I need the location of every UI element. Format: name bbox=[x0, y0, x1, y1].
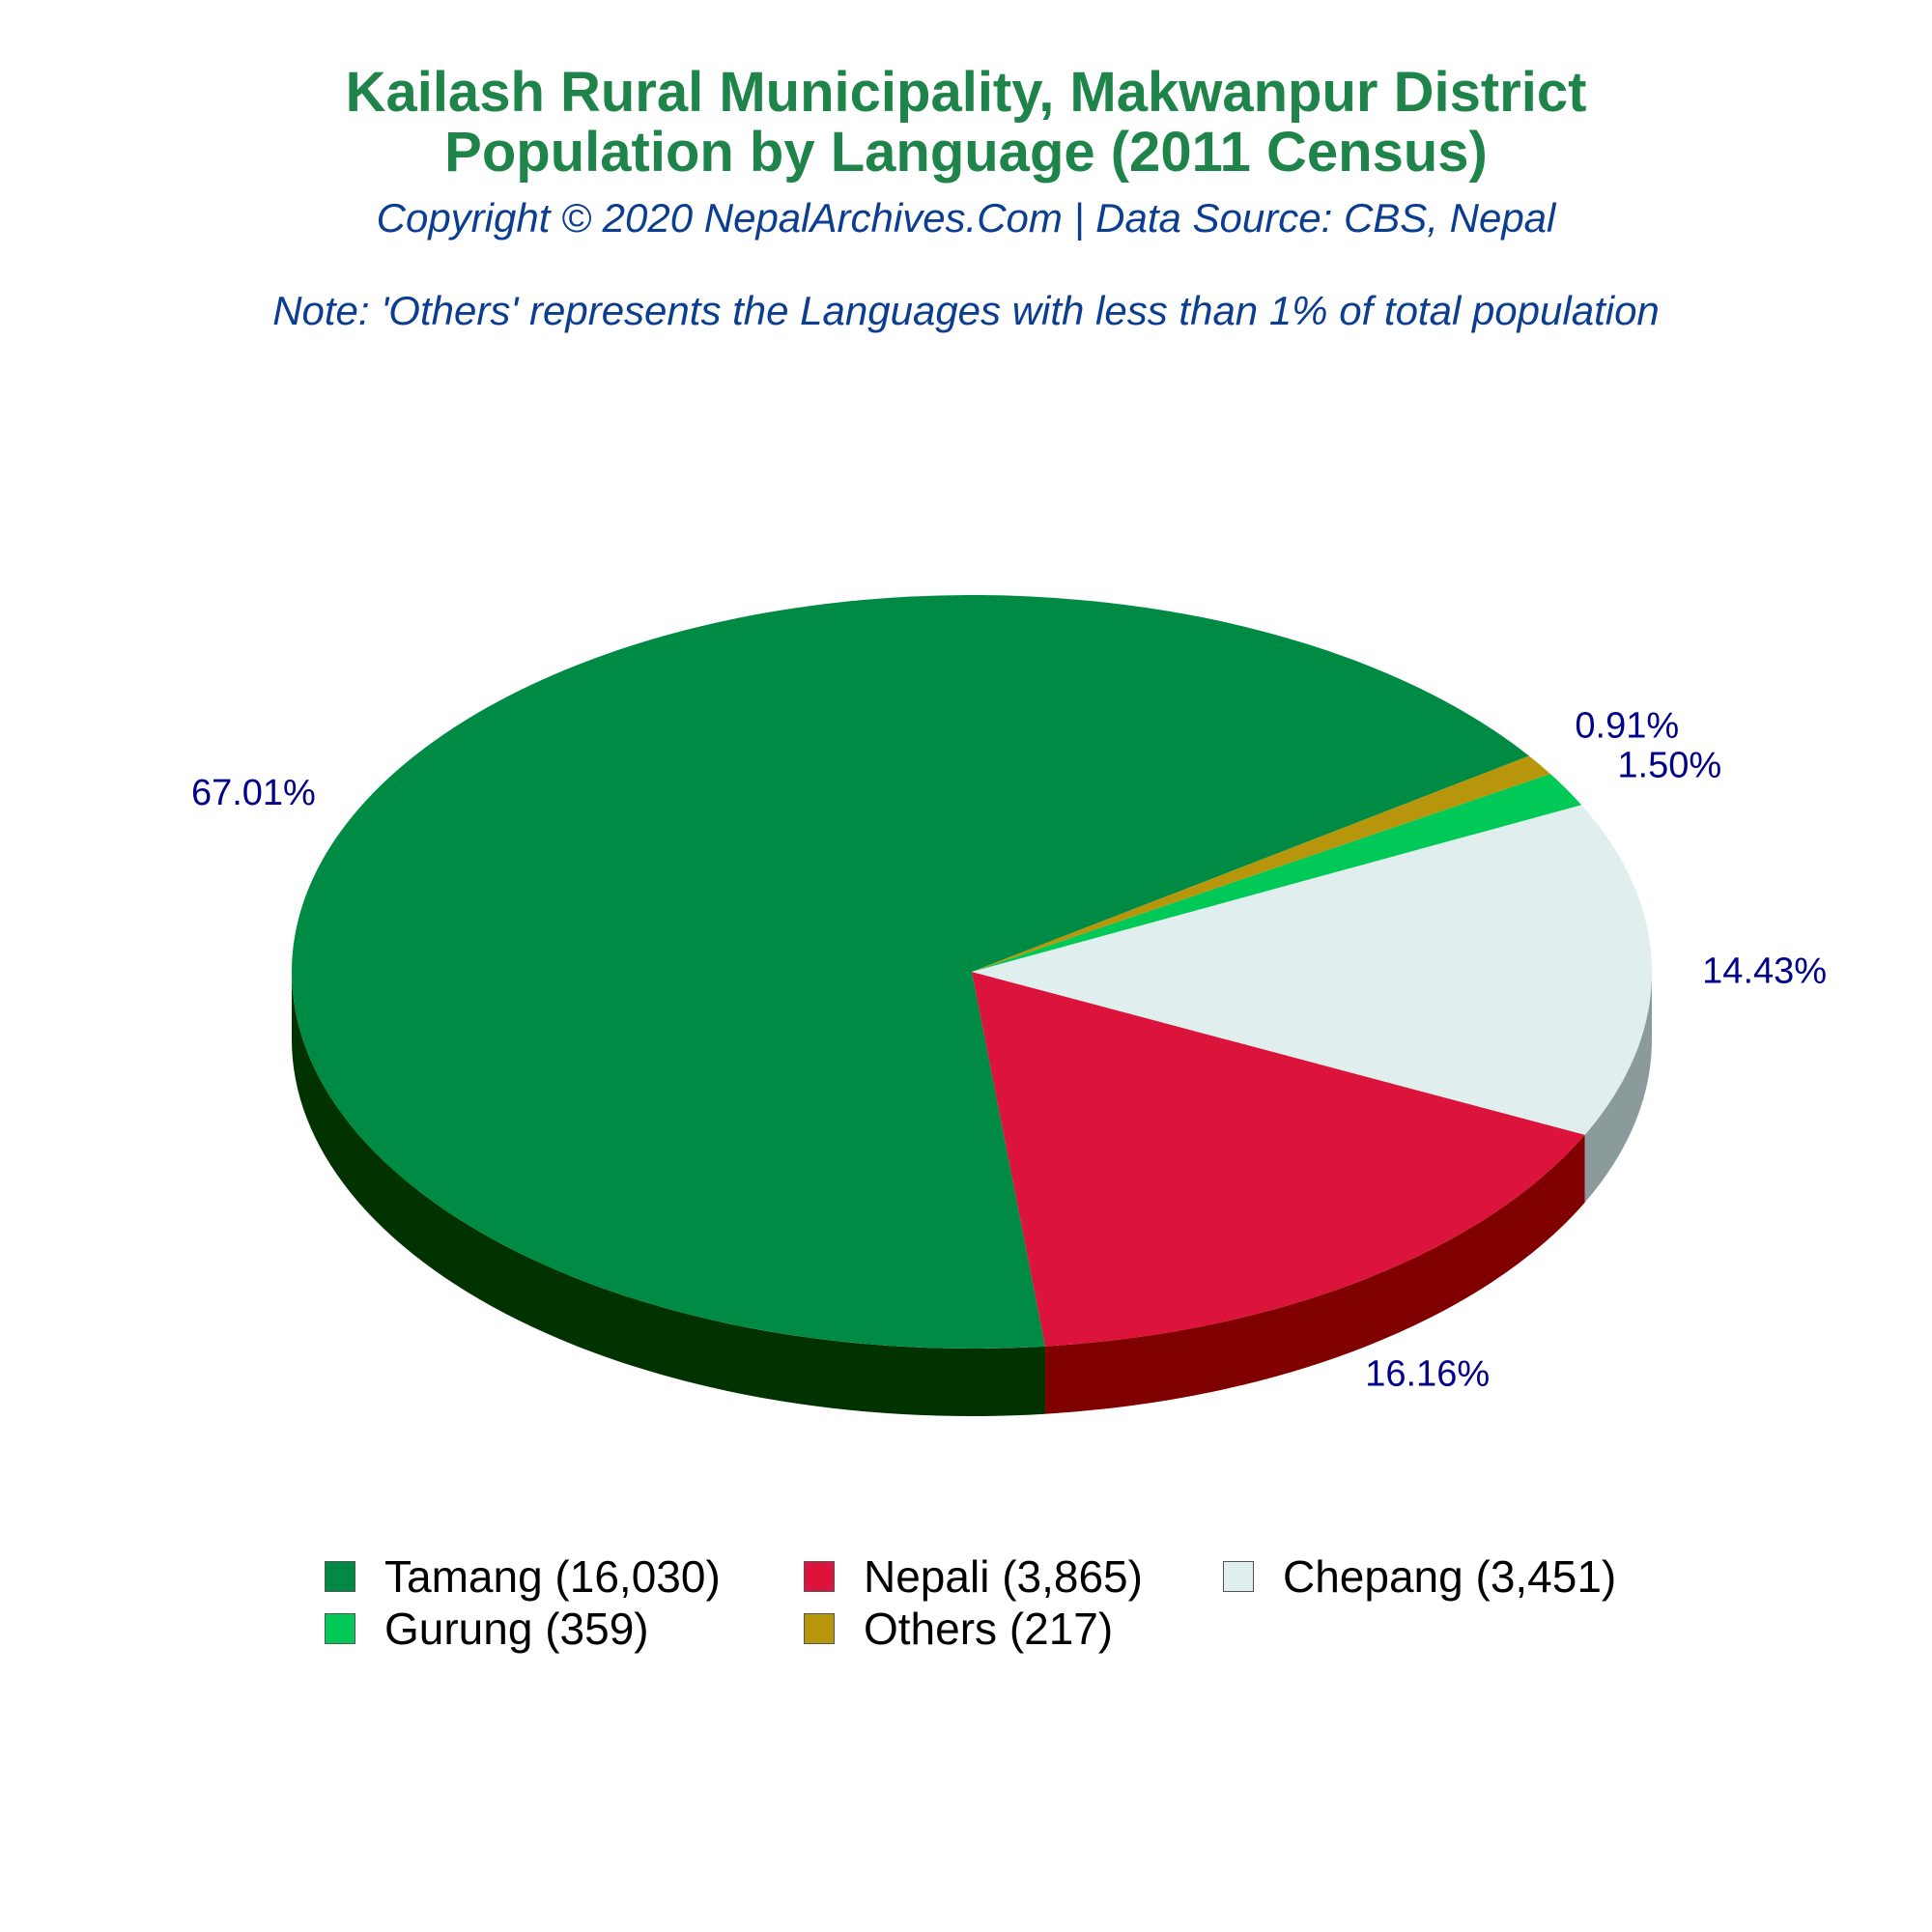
pie-side-tamang bbox=[292, 972, 1046, 1416]
pie-side-chepang bbox=[1584, 972, 1652, 1203]
pie-slice-nepali bbox=[972, 972, 1585, 1347]
pie-label-gurung: 1.50% bbox=[1617, 746, 1721, 786]
legend-label-nepali: Nepali (3,865) bbox=[864, 1551, 1143, 1602]
pie-slice-chepang bbox=[972, 805, 1653, 1135]
legend-label-chepang: Chepang (3,451) bbox=[1283, 1551, 1617, 1602]
note-text: Note: 'Others' represents the Languages … bbox=[272, 288, 1660, 333]
legend-swatch-tamang bbox=[325, 1561, 355, 1592]
pie-label-tamang: 67.01% bbox=[191, 773, 316, 813]
pie-label-chepang: 14.43% bbox=[1702, 951, 1827, 991]
pie-slice-others bbox=[972, 755, 1550, 972]
legend-swatch-others bbox=[804, 1613, 835, 1644]
legend-item-tamang: Tamang (16,030) bbox=[325, 1550, 721, 1603]
legend-label-gurung: Gurung (359) bbox=[384, 1604, 649, 1654]
pie-side-nepali bbox=[1045, 1134, 1585, 1414]
pie-slice-gurung bbox=[972, 774, 1582, 972]
pie-slice-tamang bbox=[291, 594, 1529, 1349]
legend-item-chepang: Chepang (3,451) bbox=[1223, 1550, 1616, 1603]
legend-item-nepali: Nepali (3,865) bbox=[804, 1550, 1143, 1603]
legend-item-others: Others (217) bbox=[804, 1603, 1113, 1655]
legend-label-others: Others (217) bbox=[864, 1604, 1114, 1654]
chart-title-line2: Population by Language (2011 Census) bbox=[444, 121, 1488, 184]
legend-item-gurung: Gurung (359) bbox=[325, 1603, 649, 1655]
legend-swatch-gurung bbox=[325, 1613, 355, 1644]
pie-label-others: 0.91% bbox=[1575, 705, 1679, 746]
legend-swatch-nepali bbox=[804, 1561, 835, 1592]
copyright-text: Copyright © 2020 NepalArchives.Com | Dat… bbox=[376, 195, 1556, 241]
legend-label-tamang: Tamang (16,030) bbox=[384, 1551, 721, 1602]
chart-title-line1: Kailash Rural Municipality, Makwanpur Di… bbox=[345, 61, 1587, 124]
pie-label-nepali: 16.16% bbox=[1365, 1353, 1490, 1394]
legend-swatch-chepang bbox=[1223, 1561, 1254, 1592]
